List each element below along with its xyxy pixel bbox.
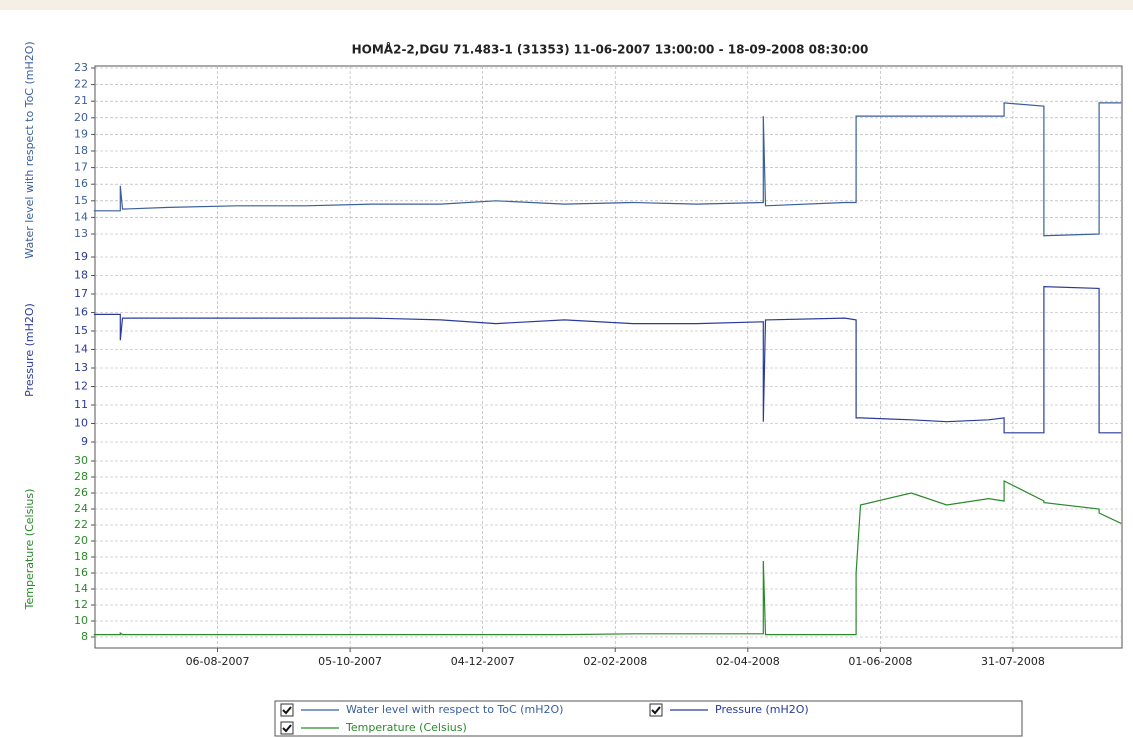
x-tick-label: 04-12-2007	[451, 655, 515, 668]
y-tick-label: 19	[74, 127, 88, 140]
legend-label: Temperature (Celsius)	[345, 721, 467, 734]
x-tick-label: 02-02-2008	[583, 655, 647, 668]
y-tick-label: 9	[81, 435, 88, 448]
y-axis-label: Pressure (mH2O)	[23, 303, 36, 397]
y-tick-label: 23	[74, 61, 88, 74]
legend-check	[282, 724, 292, 733]
y-axis-label: Temperature (Celsius)	[23, 489, 36, 611]
legend-checkbox	[649, 703, 663, 717]
y-axis-label: Water level with respect to ToC (mH2O)	[23, 41, 36, 258]
series-line	[93, 285, 1122, 434]
legend-label: Water level with respect to ToC (mH2O)	[346, 703, 563, 716]
y-tick-label: 26	[74, 486, 88, 499]
y-tick-label: 20	[74, 111, 88, 124]
legend-label: Pressure (mH2O)	[715, 703, 809, 716]
x-tick-label: 01-06-2008	[848, 655, 912, 668]
legend	[274, 700, 1023, 737]
y-tick-label: 19	[74, 250, 88, 263]
top-strip	[0, 0, 1133, 10]
y-tick-label: 15	[74, 324, 88, 337]
y-tick-label: 18	[74, 550, 88, 563]
y-tick-label: 8	[81, 630, 88, 643]
y-tick-label: 17	[74, 287, 88, 300]
x-tick-label: 31-07-2008	[981, 655, 1045, 668]
y-tick-label: 22	[74, 518, 88, 531]
x-tick-label: 06-08-2007	[186, 655, 250, 668]
y-tick-label: 16	[74, 177, 88, 190]
y-tick-label: 22	[74, 78, 88, 91]
y-tick-label: 20	[74, 534, 88, 547]
y-tick-label: 13	[74, 227, 88, 240]
y-tick-label: 18	[74, 144, 88, 157]
y-tick-label: 28	[74, 470, 88, 483]
y-tick-label: 18	[74, 269, 88, 282]
legend-check	[651, 706, 661, 715]
y-tick-label: 16	[74, 566, 88, 579]
y-tick-label: 14	[74, 343, 88, 356]
x-tick-label: 05-10-2007	[318, 655, 382, 668]
chart-title: HOMÅ2-2,DGU 71.483-1 (31353) 11-06-2007 …	[352, 42, 869, 57]
y-tick-label: 14	[74, 582, 88, 595]
legend-check	[282, 706, 292, 715]
x-tick-label: 02-04-2008	[716, 655, 780, 668]
legend-checkbox	[280, 703, 294, 717]
y-tick-label: 30	[74, 454, 88, 467]
y-tick-label: 15	[74, 194, 88, 207]
y-tick-label: 12	[74, 598, 88, 611]
y-tick-label: 16	[74, 306, 88, 319]
y-tick-label: 10	[74, 614, 88, 627]
y-tick-label: 21	[74, 94, 88, 107]
series-line	[93, 480, 1122, 636]
y-tick-label: 12	[74, 380, 88, 393]
legend-checkbox	[280, 721, 294, 735]
y-tick-label: 14	[74, 210, 88, 223]
series-line	[93, 102, 1122, 237]
y-tick-label: 10	[74, 417, 88, 430]
plot-frame	[94, 65, 1123, 649]
y-tick-label: 13	[74, 361, 88, 374]
y-tick-label: 17	[74, 161, 88, 174]
y-tick-label: 11	[74, 398, 88, 411]
y-tick-label: 24	[74, 502, 88, 515]
